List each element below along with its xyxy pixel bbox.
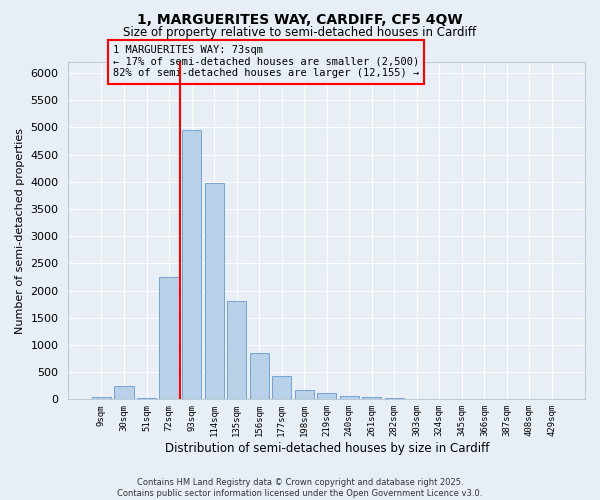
Bar xyxy=(115,386,134,400)
Bar xyxy=(182,130,201,400)
Text: Size of property relative to semi-detached houses in Cardiff: Size of property relative to semi-detach… xyxy=(124,26,476,39)
Bar xyxy=(92,396,111,400)
Bar xyxy=(137,398,156,400)
Y-axis label: Number of semi-detached properties: Number of semi-detached properties xyxy=(15,128,25,334)
Text: Contains HM Land Registry data © Crown copyright and database right 2025.
Contai: Contains HM Land Registry data © Crown c… xyxy=(118,478,482,498)
Bar xyxy=(340,396,359,400)
Bar xyxy=(385,398,404,400)
Bar xyxy=(227,302,246,400)
Bar xyxy=(430,399,449,400)
Bar xyxy=(205,183,224,400)
Bar xyxy=(317,394,336,400)
Bar xyxy=(272,376,291,400)
X-axis label: Distribution of semi-detached houses by size in Cardiff: Distribution of semi-detached houses by … xyxy=(164,442,489,455)
Bar xyxy=(362,397,382,400)
Text: 1 MARGUERITES WAY: 73sqm
← 17% of semi-detached houses are smaller (2,500)
82% o: 1 MARGUERITES WAY: 73sqm ← 17% of semi-d… xyxy=(113,45,419,78)
Bar xyxy=(160,277,179,400)
Text: 1, MARGUERITES WAY, CARDIFF, CF5 4QW: 1, MARGUERITES WAY, CARDIFF, CF5 4QW xyxy=(137,12,463,26)
Bar xyxy=(295,390,314,400)
Bar xyxy=(407,398,427,400)
Bar xyxy=(250,353,269,400)
